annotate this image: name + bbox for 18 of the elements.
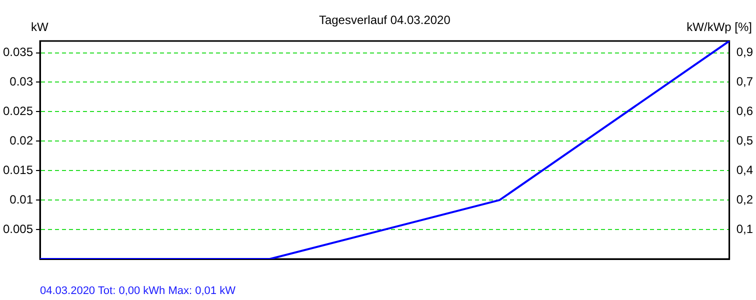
y2-tick-label: 0,1 xyxy=(736,222,754,236)
y-tick-label: 0.015 xyxy=(3,162,34,177)
y-tick-label: 0.005 xyxy=(3,222,34,236)
y-tick-label: 0.03 xyxy=(10,74,34,89)
y-axis-title: kW xyxy=(31,20,49,34)
y-tick-label: 0.035 xyxy=(3,45,34,60)
y2-tick-label: 0,9 xyxy=(736,45,754,60)
y2-axis-title: kW/kWp [%] xyxy=(686,20,752,34)
y2-tick-label: 0,2 xyxy=(736,192,754,206)
text: 04.03.2020 Tot: 0,00 kWh Max: 0,01 kW xyxy=(40,285,236,297)
y2-tick-label: 0,7 xyxy=(736,74,754,89)
y-tick-label: 0.01 xyxy=(10,192,34,206)
y-tick-label: 0.02 xyxy=(10,133,34,148)
y-tick-label: 0.025 xyxy=(3,104,34,118)
y2-tick-label: 0,6 xyxy=(736,104,754,118)
y2-tick-label: 0,5 xyxy=(736,133,754,148)
y2-tick-label: 0,4 xyxy=(736,162,754,177)
chart-title: Tagesverlauf 04.03.2020 xyxy=(318,13,451,27)
